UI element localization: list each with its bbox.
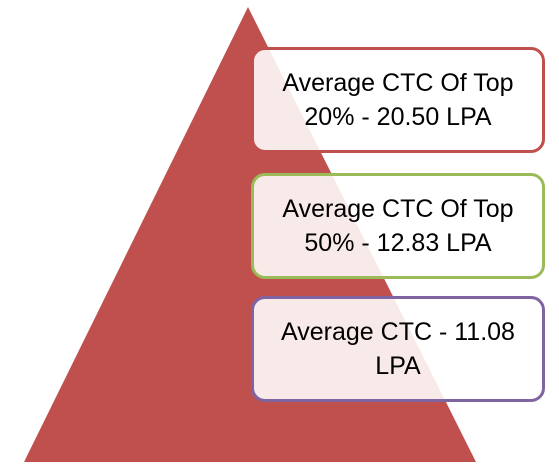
level-box-top-20: Average CTC Of Top 20% - 20.50 LPA	[251, 47, 545, 153]
level-box-average: Average CTC - 11.08 LPA	[251, 296, 545, 402]
level-label-top-20: Average CTC Of Top 20% - 20.50 LPA	[282, 69, 514, 131]
level-label-top-50: Average CTC Of Top 50% - 12.83 LPA	[282, 195, 514, 257]
level-label-average: Average CTC - 11.08 LPA	[281, 318, 515, 380]
level-box-top-50: Average CTC Of Top 50% - 12.83 LPA	[251, 173, 545, 279]
